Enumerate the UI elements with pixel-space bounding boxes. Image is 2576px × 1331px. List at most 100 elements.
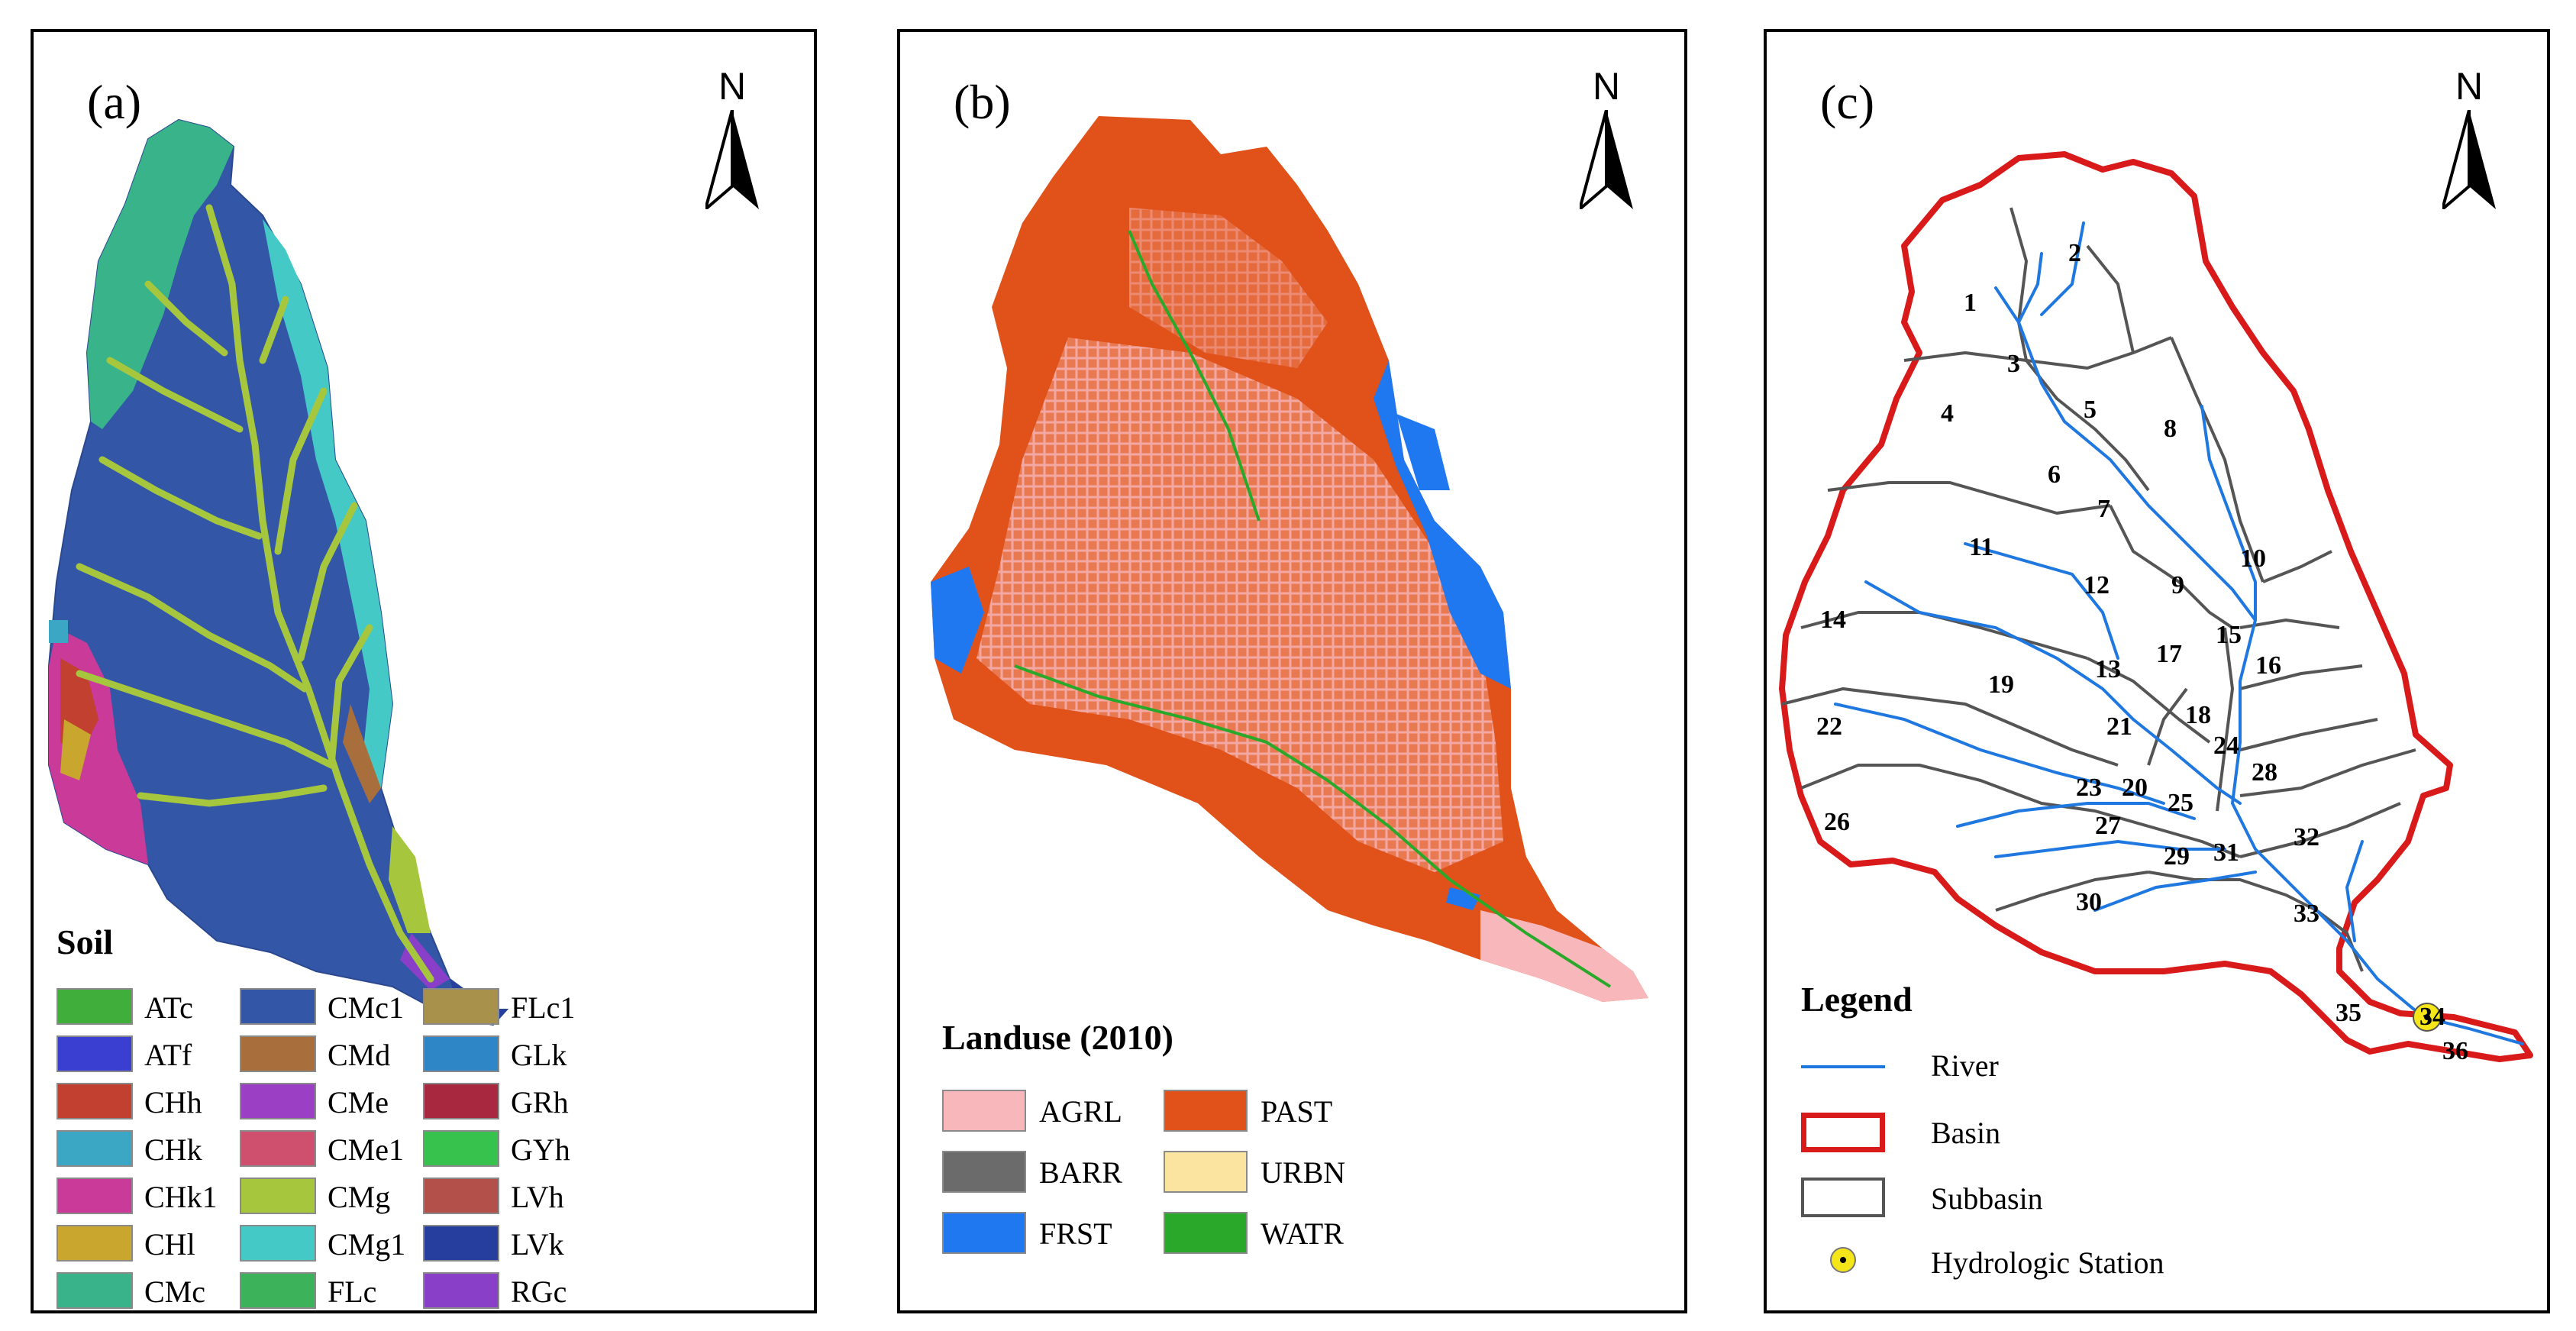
legend-label-lvh: LVh <box>511 1180 564 1214</box>
landuse-agrl-mixed-area <box>976 338 1503 872</box>
subbasin-boundaries <box>1781 207 2416 972</box>
legend-swatch-cmg1 <box>240 1225 316 1262</box>
legend-label-gyh: GYh <box>511 1132 570 1167</box>
north-letter: N <box>1592 65 1621 108</box>
legend-label-chl: CHl <box>144 1227 195 1262</box>
legend-swatch-grh <box>423 1083 499 1119</box>
subbasin-label: 19 <box>1988 670 2014 699</box>
subbasin-label: 29 <box>2164 842 2190 871</box>
legend-label-basin: Basin <box>1931 1116 2001 1150</box>
north-arrow-b: N <box>1572 64 1641 209</box>
legend-label-past: PAST <box>1261 1094 1333 1129</box>
legend-label-cmg: CMg <box>328 1180 391 1214</box>
legend-hydrologic-station-icon <box>1830 1247 1856 1273</box>
north-arrow-a: N <box>698 64 767 209</box>
subbasin-label: 27 <box>2095 812 2121 840</box>
basin-outline <box>1779 151 2533 1062</box>
legend-swatch-past <box>1164 1090 1248 1132</box>
subbasin-label: 31 <box>2213 838 2239 867</box>
legend-swatch-lvh <box>423 1178 499 1214</box>
subbasin-label: 35 <box>2336 999 2361 1027</box>
legend-label-frst: FRST <box>1039 1216 1112 1251</box>
subbasin-label: 10 <box>2240 544 2266 573</box>
subbasin-label: 26 <box>1824 808 1850 836</box>
soil-cmg1-area <box>263 219 392 788</box>
subbasin-label: 28 <box>2252 758 2277 787</box>
legend-river-symbol <box>1801 1065 1885 1068</box>
legend-label-chk: CHk <box>144 1132 202 1167</box>
subbasin-label: 17 <box>2156 640 2182 668</box>
subbasin-label: 3 <box>2007 350 2020 378</box>
panel-soil-map: (a) N Soil ATc ATf CHh CHk CHk1 CHl CMc … <box>31 29 817 1313</box>
legend-label-agrl: AGRL <box>1039 1094 1122 1129</box>
subbasin-label: 34 <box>2419 1003 2445 1031</box>
legend-basin-symbol <box>1801 1113 1885 1152</box>
legend-label-grh: GRh <box>511 1085 569 1119</box>
subbasin-label: 25 <box>2168 789 2193 817</box>
north-arrow-c: N <box>2435 64 2503 209</box>
landuse-frst-west <box>931 567 984 674</box>
subbasin-label: 4 <box>1941 399 1954 428</box>
legend-label-atf: ATf <box>144 1038 192 1072</box>
panel-subbasin-map: 1 2 3 4 5 6 7 8 9 10 11 12 13 14 15 16 1… <box>1764 29 2550 1313</box>
legend-label-cme: CMe <box>328 1085 389 1119</box>
legend-swatch-urbn <box>1164 1151 1248 1193</box>
subbasin-label: 9 <box>2171 571 2184 599</box>
legend-swatch-cmg <box>240 1178 316 1214</box>
subbasin-label: 20 <box>2122 774 2148 802</box>
subbasin-label: 5 <box>2084 396 2097 424</box>
legend-swatch-chk <box>56 1130 133 1167</box>
subbasin-label: 30 <box>2076 888 2102 916</box>
legend-label-hydrologic-station: Hydrologic Station <box>1931 1245 2164 1280</box>
subbasin-label: 21 <box>2106 712 2132 741</box>
subbasin-label: 12 <box>2084 571 2110 599</box>
legend-swatch-lvk <box>423 1225 499 1262</box>
subbasin-map: 1 2 3 4 5 6 7 8 9 10 11 12 13 14 15 16 1… <box>1779 151 2533 1065</box>
subbasin-label: 7 <box>2097 495 2110 523</box>
legend-swatch-agrl <box>942 1090 1026 1132</box>
subbasin-label: 6 <box>2048 460 2061 489</box>
legend-swatch-glk <box>423 1035 499 1072</box>
subbasin-label: 23 <box>2076 774 2102 802</box>
legend-swatch-cmc1 <box>240 988 316 1025</box>
landuse-frst-patch <box>1396 414 1450 490</box>
landuse-agrl-north-area <box>1129 208 1328 368</box>
landuse-map <box>931 116 1648 1002</box>
legend-label-atc: ATc <box>144 990 193 1025</box>
landuse-frst-east <box>1374 360 1511 689</box>
north-arrow-icon <box>1580 110 1633 209</box>
soil-cmg-area <box>389 826 431 933</box>
legend-label-river: River <box>1931 1048 1999 1083</box>
subbasin-label: 36 <box>2442 1037 2468 1065</box>
subbasin-label: 33 <box>2294 900 2319 928</box>
legend-swatch-cme1 <box>240 1130 316 1167</box>
legend-label-rgc: RGc <box>511 1274 567 1309</box>
map-legend-title: Legend <box>1801 980 1913 1019</box>
landuse-watr-river <box>1014 230 1612 988</box>
legend-label-cmg1: CMg1 <box>328 1227 406 1262</box>
legend-swatch-chl <box>56 1225 133 1262</box>
legend-swatch-chh <box>56 1083 133 1119</box>
subbasin-label: 8 <box>2164 415 2177 443</box>
subbasin-labels: 1 2 3 4 5 6 7 8 9 10 11 12 13 14 15 16 1… <box>1816 239 2468 1065</box>
legend-label-glk: GLk <box>511 1038 567 1072</box>
legend-swatch-chk1 <box>56 1178 133 1214</box>
soil-map <box>48 118 509 1026</box>
legend-label-cmc1: CMc1 <box>328 990 404 1025</box>
legend-label-watr: WATR <box>1261 1216 1344 1251</box>
subbasin-label: 14 <box>1820 606 1846 634</box>
subbasin-label: 32 <box>2294 823 2319 851</box>
north-letter: N <box>718 65 747 108</box>
legend-swatch-cme <box>240 1083 316 1119</box>
legend-label-barr: BARR <box>1039 1155 1122 1190</box>
subbasin-label: 1 <box>1964 289 1977 317</box>
legend-swatch-rgc <box>423 1272 499 1309</box>
legend-swatch-atc <box>56 988 133 1025</box>
legend-label-chk1: CHk1 <box>144 1180 218 1214</box>
legend-swatch-frst <box>942 1212 1026 1254</box>
north-arrow-icon <box>2442 110 2496 209</box>
legend-label-cmc: CMc <box>144 1274 205 1309</box>
north-letter: N <box>2455 65 2484 108</box>
panel-c-label: (c) <box>1820 75 1875 129</box>
legend-label-flc1: FLc1 <box>511 990 576 1025</box>
